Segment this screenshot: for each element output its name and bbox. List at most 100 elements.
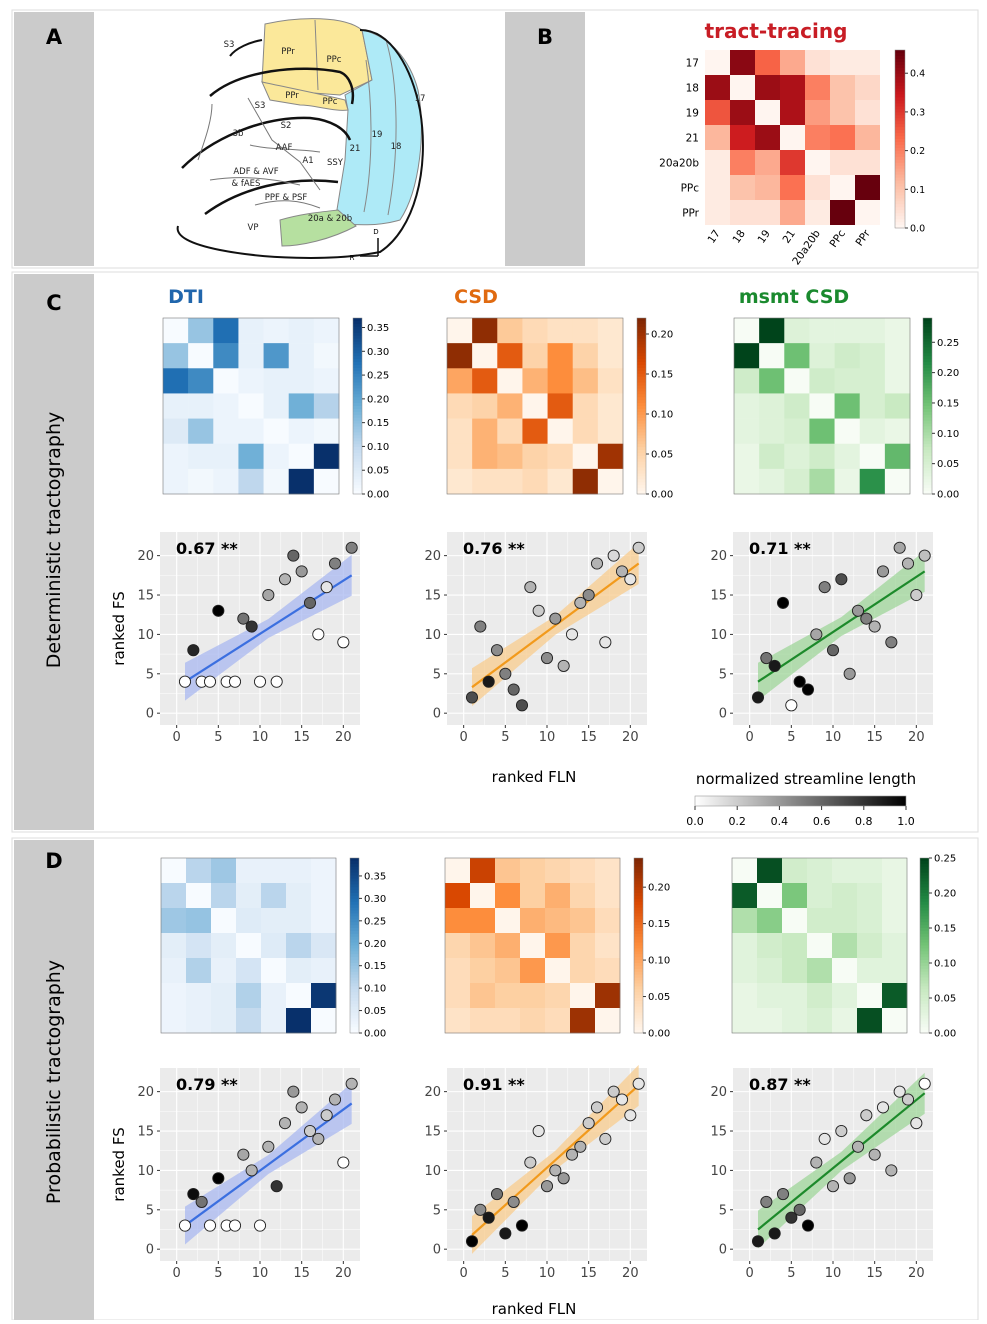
colorbar-step	[923, 464, 932, 469]
gradient-ticks: 0.0 0.2 0.4 0.6 0.8 1.0	[686, 806, 915, 828]
heatmap-cell	[263, 368, 290, 394]
connectivity-heatmaps: 0.350.300.250.200.150.100.050.000.200.15…	[160, 317, 959, 1040]
heatmap-cell	[859, 393, 886, 419]
heatmap-cell	[547, 343, 574, 369]
colorbar-step	[634, 989, 643, 993]
colorbar-tick-label: 0.15	[648, 919, 670, 930]
colorbar-step	[634, 1000, 643, 1005]
colorbar-step	[920, 977, 929, 981]
colorbar-step	[923, 470, 932, 474]
colorbar-step	[923, 397, 932, 401]
heatmap-cell	[882, 883, 908, 909]
heatmap-cell	[236, 958, 262, 984]
y-tick-label: 10	[424, 628, 441, 643]
colorbar-step	[637, 326, 646, 331]
colorbar-step	[350, 1006, 359, 1011]
heatmap-cell	[188, 418, 214, 445]
heatmap-cell	[495, 958, 521, 984]
colorbar-step	[634, 878, 643, 882]
colorbar-step	[350, 965, 359, 970]
tract-colorbar-step	[895, 100, 905, 104]
data-point	[901, 557, 915, 570]
heatmap-cell	[522, 418, 548, 445]
atlas-labels: S3 PPr PPc PPr PPc S3 S2 3b AAF A1 SSY ADF & AVF & f…	[224, 40, 426, 233]
y-tick-label: 10	[137, 1164, 154, 1179]
colorbar-step	[637, 461, 646, 466]
colorbar-step	[350, 858, 359, 862]
colorbar-step	[637, 320, 646, 325]
colorbar-step	[634, 893, 643, 897]
colorbar-tick-label: 0.15	[651, 370, 673, 381]
heatmap-cell	[734, 418, 760, 445]
colorbar	[633, 857, 644, 1034]
heatmap-cell	[807, 1008, 833, 1034]
tract-colorbar-step	[895, 189, 905, 193]
heatmap-cell	[497, 318, 523, 344]
data-point	[751, 1235, 765, 1248]
tract-colorbar-step	[895, 109, 905, 113]
colorbar-step	[634, 998, 643, 1002]
data-point	[582, 588, 595, 602]
colorbar-step	[920, 1027, 929, 1031]
tract-cell	[730, 125, 755, 150]
heatmap-cell	[236, 933, 262, 959]
compass-d: D	[373, 228, 378, 236]
colorbar-tick-label: 0.25	[937, 338, 959, 349]
colorbar-step	[637, 452, 646, 457]
colorbar-step	[920, 878, 929, 882]
heatmap-cell	[545, 883, 571, 909]
x-tick-label: 15	[580, 1266, 597, 1281]
colorbar-step	[350, 890, 359, 894]
colorbar-step	[637, 370, 646, 375]
colorbar-step	[920, 957, 929, 961]
tract-colorbar-step	[895, 213, 905, 217]
colorbar-tick-label: 0.05	[364, 1006, 386, 1017]
heatmap-cell	[520, 883, 546, 909]
regression-line	[184, 574, 353, 683]
tract-cell	[705, 125, 730, 150]
scatter-prob_csd: 0 5 10 15 20 0 5 10 15 20 0.91 **	[424, 1064, 647, 1281]
y-tick-label: 20	[710, 549, 727, 564]
heatmap-cell	[547, 443, 574, 470]
data-point	[312, 628, 325, 641]
colorbar-step	[350, 875, 359, 879]
heatmap-cell	[782, 983, 808, 1009]
heatmap-cell	[545, 958, 571, 984]
colorbar-step	[637, 455, 646, 460]
colorbar-step	[634, 1024, 643, 1028]
tract-colorbar-tick-label: 0.1	[910, 185, 925, 196]
tract-colorbar-step	[895, 91, 905, 95]
data-point	[524, 1156, 537, 1169]
colorbar-step	[353, 461, 362, 466]
colorbar-step	[923, 473, 932, 477]
colorbar-step	[350, 963, 359, 967]
colorbar-step	[637, 470, 646, 474]
colorbar-step	[923, 482, 932, 486]
heatmap-cell	[520, 983, 546, 1009]
colorbar-step	[634, 860, 643, 865]
tract-colorbar-step	[895, 76, 905, 81]
heatmap-det_csd: 0.20 0.15 0.10 0.05 0.00	[446, 317, 673, 501]
colorbar-step	[353, 335, 362, 340]
heatmap-cell	[809, 318, 835, 344]
colorbar-step	[353, 397, 362, 401]
heatmap-cell	[213, 318, 239, 344]
tract-cell	[705, 100, 730, 125]
colorbar-step	[637, 394, 646, 398]
tract-colorbar-step	[895, 171, 905, 176]
heatmap-cell	[545, 858, 571, 884]
colorbar-step	[920, 1018, 929, 1022]
tract-cell	[830, 150, 855, 175]
colorbar-step	[920, 895, 929, 900]
y-tick-label: 20	[137, 549, 154, 564]
colorbar-step	[920, 995, 929, 999]
colorbar-step	[920, 960, 929, 964]
data-point	[212, 1172, 225, 1185]
y-tick-label: 10	[424, 1164, 441, 1179]
heatmap-cell	[188, 468, 214, 495]
x-tick-label: 20	[335, 1266, 352, 1281]
colorbar-step	[920, 890, 929, 894]
x-tick-label: 10	[539, 730, 556, 745]
data-point	[868, 1148, 881, 1161]
x-tick-label: 10	[252, 730, 269, 745]
